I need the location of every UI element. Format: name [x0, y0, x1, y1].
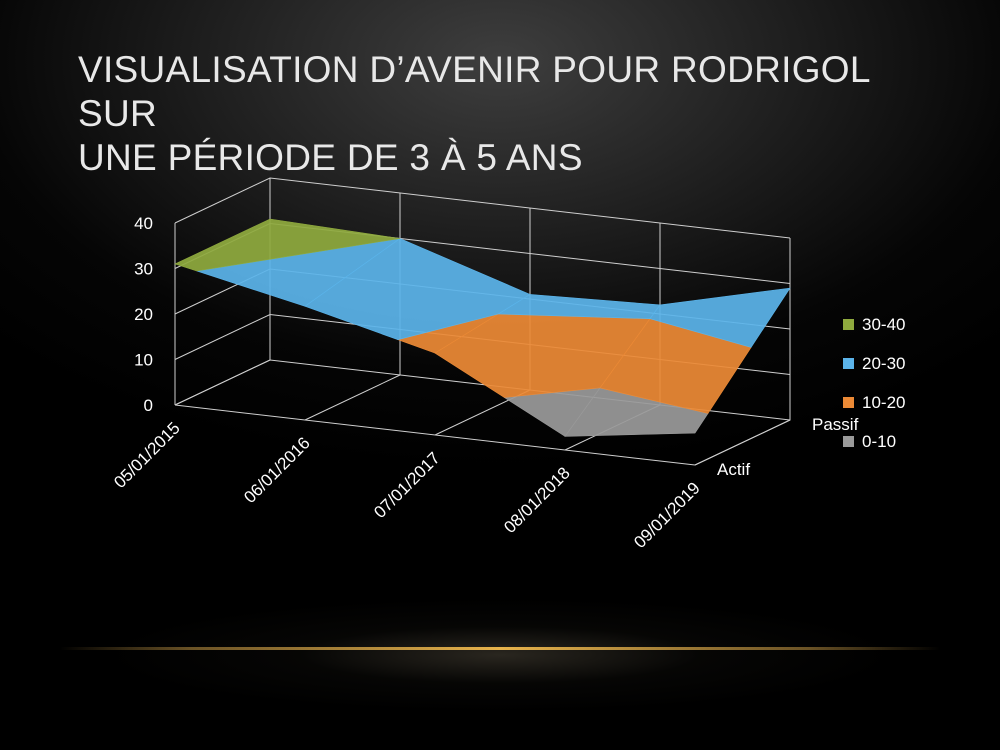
- chart-legend: 30-40 20-30 10-20 0-10: [843, 315, 905, 451]
- surface-band-30-40-segment-0: [174, 218, 401, 272]
- chart-surface: [174, 218, 791, 437]
- z-tick-label-0: 0: [144, 396, 153, 415]
- x-tick-label-3: 08/01/2018: [500, 463, 574, 537]
- z-tick-label-1: 10: [134, 351, 153, 370]
- gold-divider-line: [60, 647, 940, 650]
- x-tick-label-2: 07/01/2017: [370, 448, 444, 522]
- z-tick-label-2: 20: [134, 305, 153, 324]
- legend-label-3: 0-10: [862, 432, 896, 451]
- slide-title-line-1: VISUALISATION D’AVENIR POUR RODRIGOL SUR: [78, 49, 870, 134]
- x-axis-line: [174, 404, 696, 466]
- slide-title: VISUALISATION D’AVENIR POUR RODRIGOL SUR…: [78, 48, 958, 180]
- depth-axis-line: [694, 419, 791, 466]
- legend-label-0: 30-40: [862, 315, 905, 334]
- depth-tick-label-0: Actif: [717, 460, 750, 479]
- depth-tick-label-1: Passif: [812, 415, 859, 434]
- x-tick-label-4: 09/01/2019: [630, 478, 704, 552]
- slide-title-line-2: UNE PÉRIODE DE 3 À 5 ANS: [78, 137, 583, 178]
- legend-swatch-3: [843, 436, 854, 447]
- legend-swatch-1: [843, 358, 854, 369]
- z-tick-label-4: 40: [134, 214, 153, 233]
- legend-label-1: 20-30: [862, 354, 905, 373]
- z-tick-label-3: 30: [134, 260, 153, 279]
- legend-swatch-0: [843, 319, 854, 330]
- legend-label-2: 10-20: [862, 393, 905, 412]
- legend-swatch-2: [843, 397, 854, 408]
- x-tick-label-0: 05/01/2015: [110, 418, 184, 492]
- x-tick-label-1: 06/01/2016: [240, 433, 314, 507]
